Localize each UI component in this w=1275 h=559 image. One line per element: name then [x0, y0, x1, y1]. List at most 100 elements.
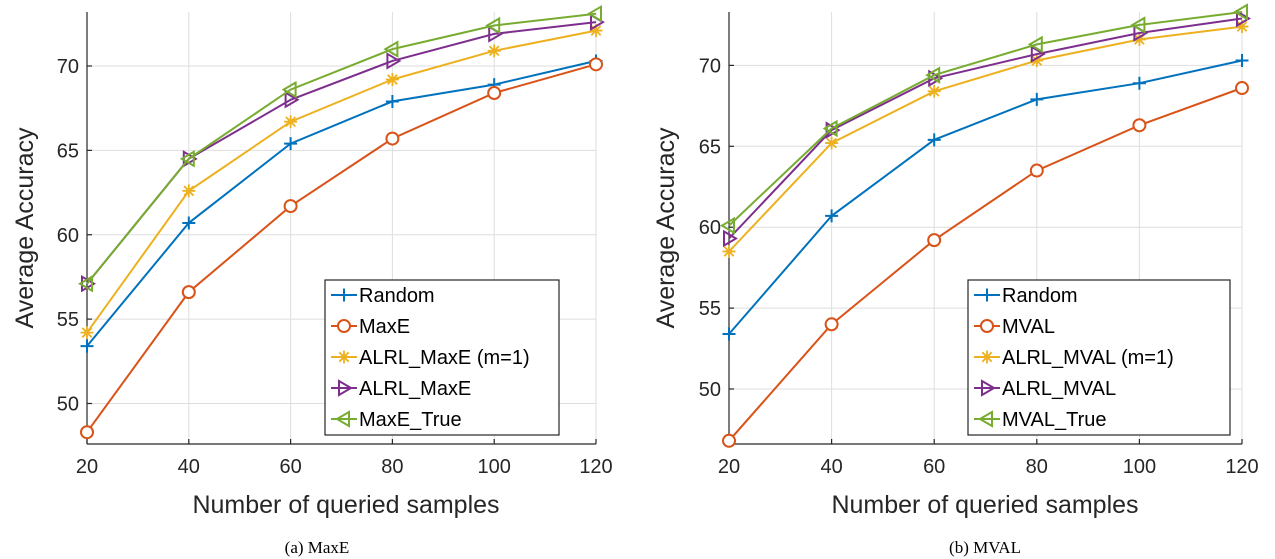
series-alrl-mval-m-1	[722, 20, 1249, 258]
series-random	[722, 54, 1249, 341]
x-tick-label: 60	[279, 456, 301, 478]
legend-label: MVAL	[1002, 316, 1055, 338]
x-axis-label: Number of queried samples	[831, 491, 1138, 519]
legend-swatch-marker	[338, 379, 353, 397]
data-point	[1027, 35, 1043, 54]
x-tick-label: 80	[1026, 456, 1048, 478]
data-point	[824, 317, 839, 332]
data-point	[825, 209, 839, 223]
data-point	[385, 73, 399, 86]
y-axis-label: Average Accuracy	[11, 127, 39, 329]
legend-swatch-marker	[335, 410, 350, 428]
data-point	[383, 40, 399, 58]
series-mval	[722, 81, 1249, 448]
legend-swatch-marker	[980, 319, 994, 333]
x-tick-label: 100	[1123, 456, 1156, 478]
data-point	[1235, 20, 1249, 34]
series-maxe	[80, 57, 603, 440]
figure-caption: (a) MaxE	[285, 538, 350, 557]
series-line	[86, 29, 597, 334]
series-line	[728, 87, 1243, 442]
data-point	[1132, 76, 1146, 90]
legend-swatch-marker	[981, 379, 996, 397]
x-tick-label: 40	[820, 456, 842, 478]
series-line	[728, 25, 1243, 253]
legend-entry-random: Random	[331, 285, 435, 307]
data-point	[1030, 45, 1046, 63]
legend-swatch-marker	[337, 350, 351, 364]
y-tick-label: 70	[699, 55, 721, 77]
x-tick-label: 60	[923, 456, 945, 478]
data-point	[587, 4, 602, 23]
data-point	[825, 136, 839, 150]
data-point	[284, 137, 298, 151]
series-mval-true	[720, 3, 1248, 235]
series-line	[728, 17, 1243, 240]
legend-entry-mval-true: MVAL_True	[974, 409, 1106, 431]
data-point	[487, 44, 501, 58]
series-alrl-maxe-m-1	[80, 24, 603, 340]
series-line	[86, 59, 597, 347]
legend-entry-maxe-true: MaxE_True	[331, 409, 462, 431]
data-point	[81, 274, 96, 293]
legend-label: ALRL_MVAL	[1002, 378, 1116, 400]
legend-swatch-marker	[978, 410, 993, 428]
series-line	[728, 59, 1243, 335]
data-point	[1235, 54, 1249, 68]
legend-box	[967, 279, 1231, 436]
series-line	[86, 63, 597, 433]
y-tick-label: 55	[699, 298, 721, 320]
y-tick-label: 50	[57, 394, 79, 416]
chart-panel-maxe: 50 55 60 65 70 20 40 60 80 100 120 Number of querie…	[11, 4, 613, 557]
y-tick-label: 50	[699, 379, 721, 401]
legend-swatch-marker	[980, 350, 994, 364]
data-point	[179, 150, 195, 168]
data-point	[485, 16, 501, 35]
legend-entry-random: Random	[974, 285, 1078, 307]
y-tick-label: 65	[57, 140, 79, 162]
x-tick-label: 20	[718, 456, 740, 478]
data-point	[284, 91, 300, 109]
data-point	[720, 216, 735, 235]
legend-swatch-marker	[337, 319, 351, 333]
data-point	[1236, 9, 1251, 28]
legend-entry-maxe: MaxE	[331, 316, 410, 338]
series-maxe-true	[78, 4, 602, 293]
legend-label: Random	[1002, 285, 1078, 307]
y-tick-label: 65	[699, 136, 721, 158]
data-point	[80, 339, 94, 353]
y-tick-label: 55	[57, 309, 79, 331]
x-tick-label: 40	[178, 456, 200, 478]
data-point	[80, 326, 94, 340]
x-axis-label: Number of queried samples	[192, 491, 499, 519]
y-tick-label: 60	[699, 217, 721, 239]
x-tick-label: 80	[381, 456, 403, 478]
data-point	[1130, 16, 1146, 34]
legend-entry-alrl-maxe-m-1: ALRL_MaxE (m=1)	[331, 347, 530, 369]
legend-label: ALRL_MaxE	[359, 378, 471, 400]
legend-label: ALRL_MVAL (m=1)	[1002, 347, 1174, 369]
y-axis-label: Average Accuracy	[652, 127, 680, 329]
data-point	[927, 133, 941, 147]
data-point	[1235, 81, 1249, 96]
data-point	[283, 199, 298, 214]
figure-caption: (b) MVAL	[949, 538, 1021, 557]
data-point	[589, 24, 603, 38]
data-point	[1030, 92, 1044, 106]
data-point	[385, 131, 400, 146]
data-point	[589, 57, 603, 72]
data-point	[722, 327, 736, 341]
chart-panel-mval: 50 55 60 65 70 20 40 60 80 100 120 Number of querie…	[652, 3, 1259, 557]
data-point	[80, 425, 94, 440]
legend-box	[324, 279, 560, 436]
legend-swatch-marker	[980, 288, 994, 302]
data-point	[182, 150, 198, 168]
series-line	[86, 12, 597, 285]
x-tick-label: 120	[1225, 456, 1258, 478]
x-tick-label: 120	[579, 456, 612, 478]
legend-label: ALRL_MaxE (m=1)	[359, 347, 530, 369]
data-point	[722, 244, 736, 258]
data-point	[78, 274, 93, 293]
legend: Random MaxE ALRL_MaxE (m=1) ALRL_MaxE MaxE_T…	[324, 279, 560, 436]
data-point	[182, 216, 196, 230]
